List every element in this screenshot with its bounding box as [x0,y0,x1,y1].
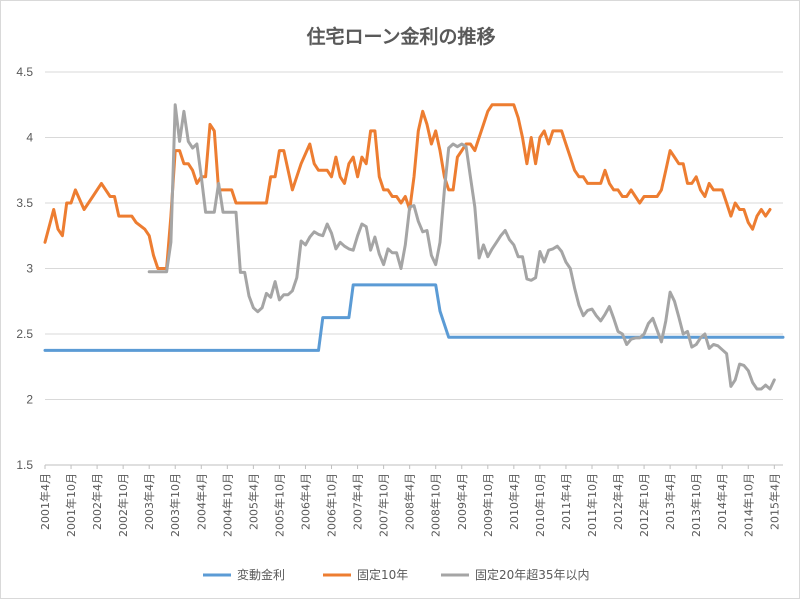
y-tick-label: 2.5 [16,327,33,341]
y-tick-label: 1.5 [16,458,33,472]
x-tick-label: 2009年4月 [455,473,469,530]
x-tick-label: 2002年4月 [90,473,104,530]
x-tick-label: 2005年4月 [246,473,260,530]
x-tick-label: 2001年4月 [38,473,52,530]
legend: 変動金利 固定10年 固定20年超35年以内 [203,567,590,582]
x-tick-label: 2004年4月 [194,473,208,530]
x-tick-label: 2010年10月 [533,473,547,537]
x-axis: 2001年4月 2001年10月 2002年4月 2002年10月 2003年4月 200… [38,465,781,537]
plot-area [43,103,785,391]
legend-label: 変動金利 [237,567,285,582]
x-tick-label: 2013年4月 [663,473,677,530]
y-tick-label: 2 [26,393,33,407]
x-tick-label: 2012年4月 [611,473,625,530]
grid [45,71,783,466]
x-tick-label: 2007年4月 [351,473,365,530]
x-tick-label: 2008年10月 [429,473,443,537]
x-tick-label: 2007年10月 [377,473,391,537]
x-tick-label: 2003年4月 [142,473,156,530]
x-tick-label: 2011年10月 [585,473,599,537]
x-tick-label: 2008年4月 [403,473,417,530]
legend-label: 固定20年超35年以内 [475,567,590,582]
series-line-3 [147,103,776,391]
x-tick-label: 2004年10月 [220,473,234,537]
y-axis: 1.5 2 2.5 3 3.5 4 4.5 [16,65,33,472]
x-tick-label: 2010年4月 [507,473,521,530]
x-tick-label: 2001年10月 [64,473,78,537]
y-tick-label: 3 [26,262,33,276]
legend-label: 固定10年 [357,567,408,582]
x-tick-label: 2014年4月 [715,473,729,530]
x-tick-label: 2015年4月 [767,473,781,530]
x-tick-label: 2006年10月 [325,473,339,537]
series-line-2 [43,103,772,270]
series-line-1 [43,283,785,352]
x-tick-label: 2003年10月 [168,473,182,537]
x-tick-label: 2012年10月 [637,473,651,537]
y-tick-label: 4.5 [16,65,33,79]
x-tick-label: 2013年10月 [689,473,703,537]
y-tick-label: 4 [26,131,33,145]
x-tick-label: 2006年4月 [298,473,312,530]
chart-title: 住宅ローン金利の推移 [306,25,495,48]
x-tick-label: 2002年10月 [116,473,130,537]
x-tick-label: 2005年10月 [272,473,286,537]
x-tick-label: 2009年10月 [481,473,495,537]
y-tick-label: 3.5 [16,196,33,210]
x-tick-label: 2014年10月 [741,473,755,537]
x-tick-label: 2011年4月 [559,473,573,530]
